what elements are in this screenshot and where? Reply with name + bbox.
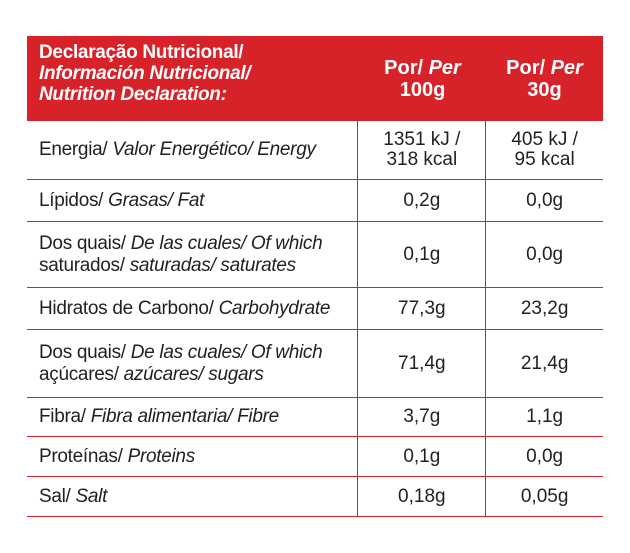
nutrient-label-pt: açúcares/	[39, 363, 124, 385]
header-per-label-en: Per	[428, 56, 461, 79]
nutrient-label-pt: Fibra/	[39, 406, 91, 427]
value: 21,4g	[520, 352, 569, 374]
header-per-amount: 30g	[527, 78, 562, 101]
value-per-100g: 77,3g	[358, 288, 487, 329]
value: 77,3g	[398, 297, 446, 319]
nutrient-label-pt: Proteínas/	[39, 445, 128, 467]
table-row-energy: Energia/ Valor Energético/ Energy 1351 k…	[27, 121, 603, 180]
header-title-pt: Declaração Nutricional/	[39, 42, 244, 63]
value: 1,1g	[526, 406, 564, 427]
nutrient-label-es-en: Carbohydrate	[218, 297, 331, 319]
table-row-salt: Sal/ Salt 0,18g 0,05g	[27, 477, 603, 517]
value-per-100g: 0,2g	[358, 180, 487, 221]
value-kcal: 318 kcal	[386, 149, 458, 170]
nutrient-label-es-en: Valor Energético/ Energy	[112, 139, 316, 160]
header-per-100g: Por/ Per 100g	[359, 36, 486, 121]
value-per-100g: 3,7g	[358, 398, 487, 436]
nutrient-label: Dos quais/ De las cuales/ Of which açúca…	[27, 330, 359, 397]
value: 0,05g	[520, 485, 569, 507]
nutrient-label-pt: saturados/	[39, 254, 130, 276]
value-per-100g: 71,4g	[358, 330, 487, 397]
nutrient-label-es-en: Fibra alimentaria/ Fibre	[90, 406, 279, 427]
header-per-label: Por/	[506, 56, 551, 79]
table-row-sugars: Dos quais/ De las cuales/ Of which açúca…	[27, 330, 603, 398]
table-row-proteins: Proteínas/ Proteins 0,1g 0,0g	[27, 437, 603, 477]
nutrient-label-es-en: Grasas/ Fat	[108, 189, 205, 211]
table-row-fat: Lípidos/ Grasas/ Fat 0,2g 0,0g	[27, 180, 603, 222]
value: 3,7g	[403, 406, 441, 427]
value: 23,2g	[520, 297, 569, 319]
nutrient-label-pt: Dos quais/	[39, 232, 131, 254]
header-per-30g: Por/ Per 30g	[486, 36, 603, 121]
nutrient-label: Dos quais/ De las cuales/ Of which satur…	[27, 222, 359, 287]
nutrient-label: Fibra/ Fibra alimentaria/ Fibre	[27, 398, 359, 436]
value: 0,0g	[526, 189, 564, 211]
nutrient-label-pt: Hidratos de Carbono/	[39, 297, 219, 319]
value-per-100g: 1351 kJ / 318 kcal	[358, 121, 487, 179]
nutrient-label-es-en: Salt	[75, 485, 108, 507]
value: 0,18g	[398, 485, 446, 507]
value-per-30g: 0,05g	[486, 477, 603, 516]
value-kcal: 95 kcal	[514, 149, 575, 170]
value-per-30g: 0,0g	[486, 437, 603, 476]
nutrient-label: Sal/ Salt	[27, 477, 359, 516]
header-per-label-en: Per	[550, 56, 583, 79]
nutrient-label: Lípidos/ Grasas/ Fat	[27, 180, 359, 221]
value-per-30g: 405 kJ / 95 kcal	[486, 121, 603, 179]
value-per-30g: 1,1g	[486, 398, 603, 436]
table-row-saturates: Dos quais/ De las cuales/ Of which satur…	[27, 222, 603, 288]
table-header: Declaração Nutricional/ Información Nutr…	[27, 36, 603, 121]
value-per-30g: 21,4g	[486, 330, 603, 397]
value-per-100g: 0,1g	[358, 437, 487, 476]
nutrition-table: Declaração Nutricional/ Información Nutr…	[27, 36, 603, 517]
nutrient-label-es-en: azúcares/ sugars	[123, 363, 264, 385]
nutrient-label: Proteínas/ Proteins	[27, 437, 359, 476]
nutrient-label-pt: Energia/	[39, 139, 113, 160]
value-per-100g: 0,18g	[358, 477, 487, 516]
value-per-30g: 0,0g	[486, 180, 603, 221]
header-per-label: Por/	[384, 56, 429, 79]
value: 0,1g	[403, 445, 441, 467]
table-row-carbohydrate: Hidratos de Carbono/ Carbohydrate 77,3g …	[27, 288, 603, 330]
value-kj: 405 kJ /	[511, 129, 578, 150]
nutrient-label-es-en: De las cuales/ Of which	[130, 232, 323, 254]
value: 0,1g	[403, 243, 441, 265]
header-title-es: Información Nutricional/	[39, 63, 251, 84]
header-title: Declaração Nutricional/ Información Nutr…	[27, 36, 359, 121]
header-per-amount: 100g	[399, 78, 446, 101]
value-per-30g: 23,2g	[486, 288, 603, 329]
value: 71,4g	[398, 352, 446, 374]
value-per-100g: 0,1g	[358, 222, 487, 287]
value: 0,0g	[526, 445, 564, 467]
nutrient-label-es-en: De las cuales/ Of which	[130, 341, 323, 363]
value-kj: 1351 kJ /	[383, 129, 461, 150]
value: 0,0g	[526, 243, 564, 265]
value-per-30g: 0,0g	[486, 222, 603, 287]
table-row-fibre: Fibra/ Fibra alimentaria/ Fibre 3,7g 1,1…	[27, 398, 603, 437]
nutrient-label: Energia/ Valor Energético/ Energy	[27, 121, 359, 179]
nutrient-label-pt: Sal/	[39, 485, 76, 507]
nutrient-label-es-en: saturadas/ saturates	[129, 254, 296, 276]
nutrient-label-pt: Dos quais/	[39, 341, 131, 363]
nutrient-label-pt: Lípidos/	[39, 189, 109, 211]
header-title-en: Nutrition Declaration:	[39, 84, 227, 105]
nutrient-label: Hidratos de Carbono/ Carbohydrate	[27, 288, 359, 329]
value: 0,2g	[403, 189, 441, 211]
nutrient-label-es-en: Proteins	[127, 445, 196, 467]
